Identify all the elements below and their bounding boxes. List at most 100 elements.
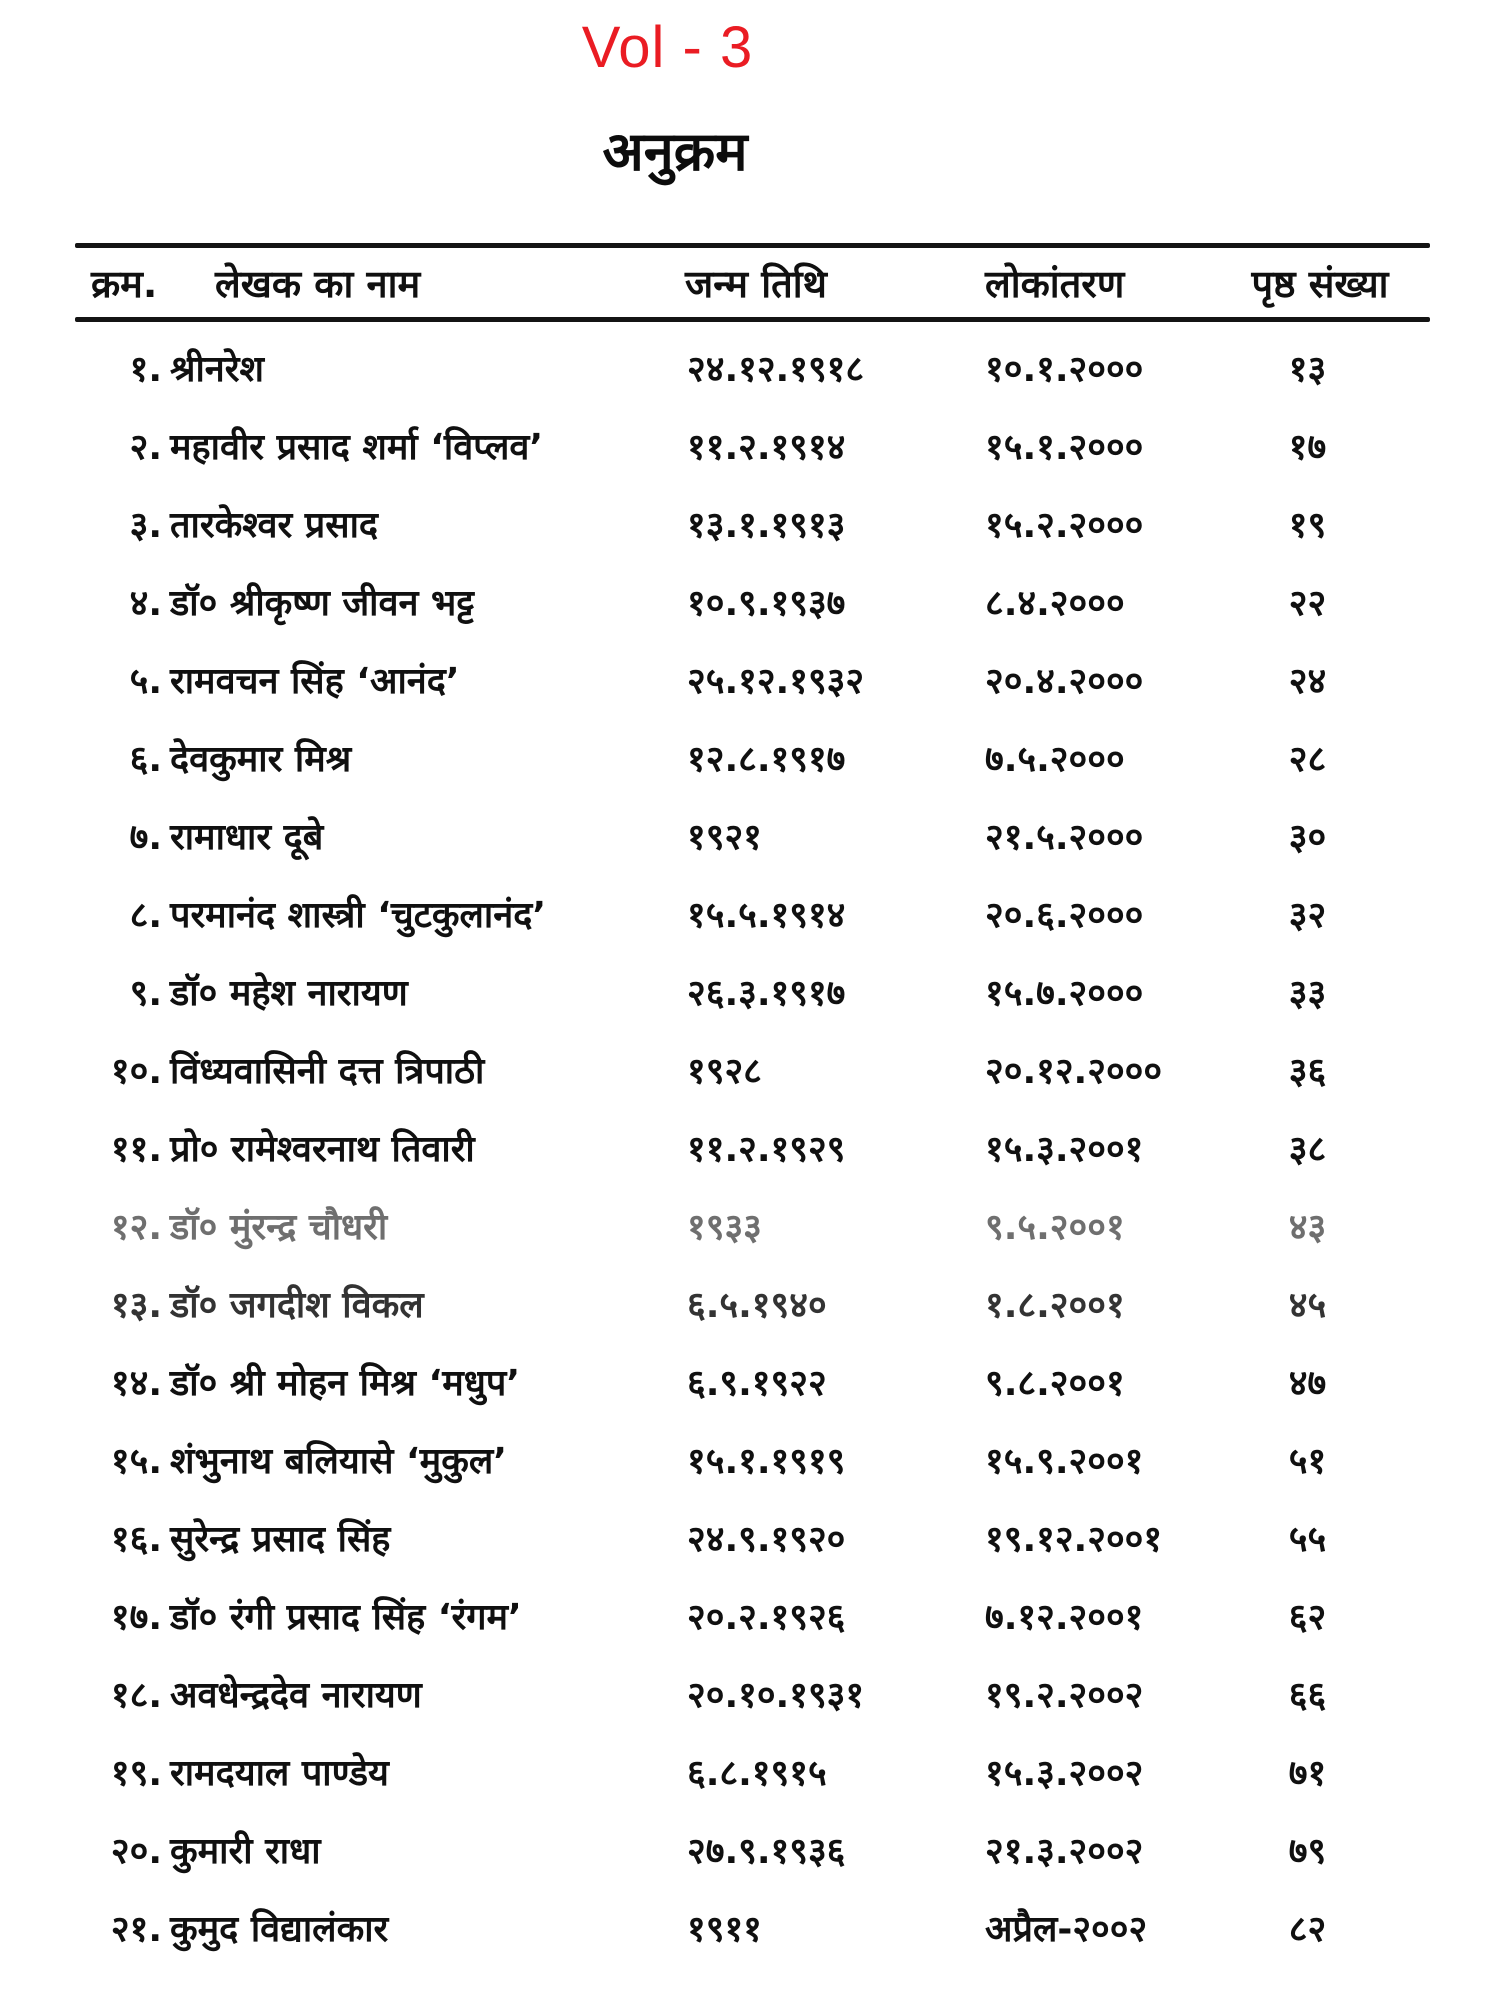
row-death-date: २०.१२.२००० bbox=[985, 1050, 1163, 1092]
row-birth-date: २४.९.१९२० bbox=[687, 1518, 846, 1560]
table-row: १. श्रीनरेश २४.१२.१९१८ १०.१.२००० १३ bbox=[75, 328, 1430, 406]
table-row: ७. रामाधार दूबे १९२१ २१.५.२००० ३० bbox=[75, 796, 1430, 874]
row-author-name: प्रो० रामेश्वरनाथ तिवारी bbox=[170, 1128, 475, 1170]
row-page-number: ५१ bbox=[1288, 1440, 1327, 1482]
row-serial: १८. bbox=[110, 1674, 162, 1716]
row-death-date: अप्रैल-२००२ bbox=[985, 1908, 1148, 1950]
row-birth-date: १३.१.१९१३ bbox=[687, 504, 846, 546]
table-row: १६. सुरेन्द्र प्रसाद सिंह २४.९.१९२० १९.१… bbox=[75, 1498, 1430, 1576]
row-birth-date: २०.२.१९२६ bbox=[687, 1596, 846, 1638]
table-header-rule bbox=[75, 317, 1430, 322]
row-page-number: ६२ bbox=[1288, 1596, 1327, 1638]
table-top-rule bbox=[75, 243, 1430, 248]
row-page-number: ६६ bbox=[1288, 1674, 1327, 1716]
row-death-date: १५.३.२००२ bbox=[985, 1752, 1144, 1794]
row-serial: १२. bbox=[110, 1206, 162, 1248]
row-page-number: १३ bbox=[1288, 348, 1327, 390]
row-author-name: कुमारी राधा bbox=[170, 1830, 321, 1872]
row-page-number: ५५ bbox=[1288, 1518, 1327, 1560]
row-birth-date: १०.९.१९३७ bbox=[687, 582, 846, 624]
table-row: १४. डॉ० श्री मोहन मिश्र ‘मधुप’ ६.९.१९२२ … bbox=[75, 1342, 1430, 1420]
row-author-name: डॉ० महेश नारायण bbox=[170, 972, 408, 1014]
row-birth-date: ११.२.१९१४ bbox=[687, 426, 846, 468]
row-death-date: १५.३.२००१ bbox=[985, 1128, 1144, 1170]
table-row: १८. अवधेन्द्रदेव नारायण २०.१०.१९३१ १९.२.… bbox=[75, 1654, 1430, 1732]
row-death-date: ८.४.२००० bbox=[985, 582, 1125, 624]
row-serial: १०. bbox=[110, 1050, 162, 1092]
page-title: अनुक्रम bbox=[602, 120, 748, 183]
row-author-name: श्रीनरेश bbox=[170, 348, 264, 390]
row-birth-date: १९२८ bbox=[687, 1050, 762, 1092]
row-page-number: ३६ bbox=[1288, 1050, 1327, 1092]
row-birth-date: १२.८.१९१७ bbox=[687, 738, 846, 780]
row-serial: १३. bbox=[110, 1284, 162, 1326]
row-birth-date: १९३३ bbox=[687, 1206, 762, 1248]
row-birth-date: १९११ bbox=[687, 1908, 762, 1950]
table-row: ४. डॉ० श्रीकृष्ण जीवन भट्ट १०.९.१९३७ ८.४… bbox=[75, 562, 1430, 640]
row-birth-date: २६.३.१९१७ bbox=[687, 972, 846, 1014]
row-serial: १. bbox=[129, 348, 162, 390]
row-serial: ५. bbox=[129, 660, 162, 702]
row-page-number: २८ bbox=[1288, 738, 1327, 780]
row-serial: १९. bbox=[110, 1752, 162, 1794]
volume-label: Vol - 3 bbox=[581, 15, 754, 80]
row-page-number: २४ bbox=[1288, 660, 1327, 702]
row-serial: ६. bbox=[129, 738, 162, 780]
table-row: ५. रामवचन सिंह ‘आनंद’ २५.१२.१९३२ २०.४.२०… bbox=[75, 640, 1430, 718]
row-page-number: ३८ bbox=[1288, 1128, 1327, 1170]
row-birth-date: १५.५.१९१४ bbox=[687, 894, 846, 936]
contents-table: क्रम. लेखक का नाम जन्म तिथि लोकांतरण पृष… bbox=[75, 243, 1430, 1966]
row-serial: ३. bbox=[129, 504, 162, 546]
row-author-name: रामाधार दूबे bbox=[170, 816, 324, 858]
row-death-date: २०.६.२००० bbox=[985, 894, 1144, 936]
row-author-name: अवधेन्द्रदेव नारायण bbox=[170, 1674, 422, 1716]
row-page-number: ७१ bbox=[1288, 1752, 1327, 1794]
table-row: ११. प्रो० रामेश्वरनाथ तिवारी ११.२.१९२९ १… bbox=[75, 1108, 1430, 1186]
row-death-date: १९.२.२००२ bbox=[985, 1674, 1144, 1716]
row-author-name: डॉ० श्री मोहन मिश्र ‘मधुप’ bbox=[170, 1362, 521, 1404]
row-birth-date: १९२१ bbox=[687, 816, 762, 858]
row-page-number: ३२ bbox=[1288, 894, 1327, 936]
table-row: ६. देवकुमार मिश्र १२.८.१९१७ ७.५.२००० २८ bbox=[75, 718, 1430, 796]
row-serial: १४. bbox=[110, 1362, 162, 1404]
row-serial: ८. bbox=[129, 894, 162, 936]
row-author-name: सुरेन्द्र प्रसाद सिंह bbox=[170, 1518, 391, 1560]
row-death-date: १९.१२.२००१ bbox=[985, 1518, 1163, 1560]
table-row: १७. डॉ० रंगी प्रसाद सिंह ‘रंगम’ २०.२.१९२… bbox=[75, 1576, 1430, 1654]
table-row: ८. परमानंद शास्त्री ‘चुटकुलानंद’ १५.५.१९… bbox=[75, 874, 1430, 952]
table-row: १९. रामदयाल पाण्डेय ६.८.१९१५ १५.३.२००२ ७… bbox=[75, 1732, 1430, 1810]
table-row: ९. डॉ० महेश नारायण २६.३.१९१७ १५.७.२००० ३… bbox=[75, 952, 1430, 1030]
row-author-name: डॉ० श्रीकृष्ण जीवन भट्ट bbox=[170, 582, 474, 624]
row-author-name: परमानंद शास्त्री ‘चुटकुलानंद’ bbox=[170, 894, 547, 936]
row-death-date: २०.४.२००० bbox=[985, 660, 1144, 702]
row-author-name: तारकेश्वर प्रसाद bbox=[170, 504, 379, 546]
row-death-date: १.८.२००१ bbox=[985, 1284, 1125, 1326]
table-row: २१. कुमुद विद्यालंकार १९११ अप्रैल-२००२ ८… bbox=[75, 1888, 1430, 1966]
row-page-number: १७ bbox=[1288, 426, 1327, 468]
header-birth-date: जन्म तिथि bbox=[685, 261, 827, 306]
row-birth-date: २५.१२.१९३२ bbox=[687, 660, 865, 702]
row-death-date: १५.१.२००० bbox=[985, 426, 1144, 468]
table-row: १३. डॉ० जगदीश विकल ६.५.१९४० १.८.२००१ ४५ bbox=[75, 1264, 1430, 1342]
row-author-name: विंध्यवासिनी दत्त त्रिपाठी bbox=[170, 1050, 485, 1092]
header-author-name: लेखक का नाम bbox=[215, 261, 421, 306]
table-row: २. महावीर प्रसाद शर्मा ‘विप्लव’ ११.२.१९१… bbox=[75, 406, 1430, 484]
row-author-name: डॉ० रंगी प्रसाद सिंह ‘रंगम’ bbox=[170, 1596, 522, 1638]
row-birth-date: ६.८.१९१५ bbox=[687, 1752, 827, 1794]
table-row: १०. विंध्यवासिनी दत्त त्रिपाठी १९२८ २०.१… bbox=[75, 1030, 1430, 1108]
row-serial: १५. bbox=[110, 1440, 162, 1482]
row-page-number: ४५ bbox=[1288, 1284, 1327, 1326]
table-row: २०. कुमारी राधा २७.९.१९३६ २१.३.२००२ ७९ bbox=[75, 1810, 1430, 1888]
row-page-number: २२ bbox=[1288, 582, 1327, 624]
table-row: १५. शंभुनाथ बलियासे ‘मुकुल’ १५.१.१९१९ १५… bbox=[75, 1420, 1430, 1498]
row-death-date: ९.८.२००१ bbox=[985, 1362, 1125, 1404]
row-author-name: देवकुमार मिश्र bbox=[170, 738, 352, 780]
row-birth-date: ६.५.१९४० bbox=[687, 1284, 827, 1326]
row-death-date: १५.९.२००१ bbox=[985, 1440, 1144, 1482]
row-death-date: १५.२.२००० bbox=[985, 504, 1144, 546]
header-serial: क्रम. bbox=[91, 261, 158, 306]
header-page-number: पृष्ठ संख्या bbox=[1251, 261, 1389, 306]
row-serial: ९. bbox=[129, 972, 162, 1014]
row-author-name: महावीर प्रसाद शर्मा ‘विप्लव’ bbox=[170, 426, 544, 468]
